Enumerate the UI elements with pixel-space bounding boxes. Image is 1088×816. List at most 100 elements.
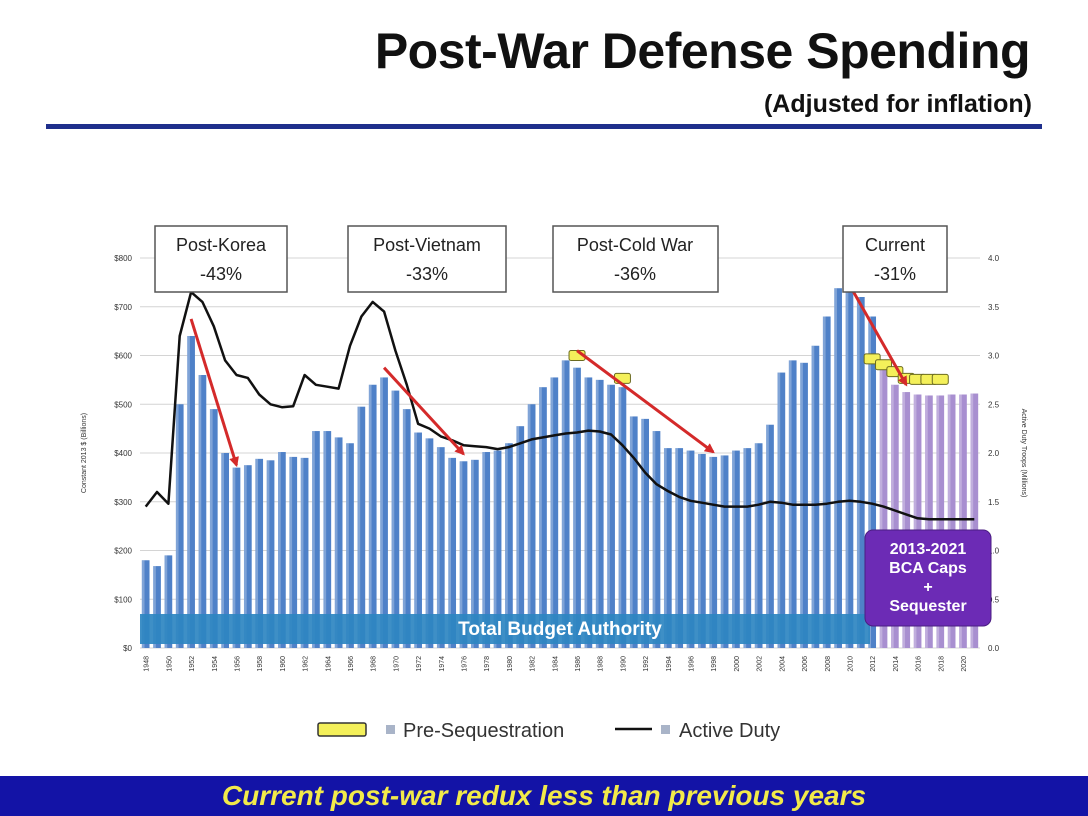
bar-highlight-1976 [459,461,463,648]
bar-1988 [595,379,604,648]
bar-1998 [709,456,718,648]
bar-highlight-1981 [516,426,520,648]
bar-1972 [414,432,422,648]
bar-2016 [913,394,922,648]
bar-highlight-1979 [493,450,497,648]
annotation-value-1: -33% [406,264,448,284]
annotation-box-2 [552,225,719,293]
bar-highlight-1995 [675,448,679,648]
bar-highlight-1962 [300,457,304,648]
bar-1957 [243,465,252,648]
right-tick-label: 3.0 [988,352,1000,361]
x-tick-label: 1954 [212,656,219,672]
bar-highlight-1951 [175,404,179,648]
bar-highlight-1982 [527,404,531,648]
bar-1955 [221,453,229,648]
legend-label-active-duty: Active Duty [679,720,780,742]
x-tick-label: 1966 [348,656,355,672]
bar-1973 [425,438,434,648]
band-label: Total Budget Authority [458,619,662,640]
bar-highlight-1997 [698,453,701,648]
bar-highlight-2004 [777,372,781,648]
x-tick-label: 2016 [916,656,923,672]
bar-1962 [300,457,309,648]
left-tick-label: $700 [114,303,132,312]
bar-highlight-1960 [278,452,281,648]
legend-label-pre-sequestration: Pre-Sequestration [403,720,564,742]
footer-text: Current post-war redux less than previou… [221,780,867,811]
left-tick-label: $100 [114,595,132,604]
bar-highlight-1965 [334,437,338,648]
x-tick-label: 1958 [257,656,264,672]
bar-highlight-1986 [573,367,576,648]
bar-1968 [368,384,377,648]
pre-sequestration-marker-2018 [931,373,949,385]
bar-highlight-2017 [925,395,928,648]
bar-1990 [618,387,627,648]
active-duty-polyline [144,290,975,521]
reduction-arrows [189,284,908,468]
axes: $0 $100 $200 $300 $400 $500 $600 $700 $800 0.0 0.5… [81,254,1027,672]
annotation-box-0 [154,225,288,293]
bar-1954 [209,409,218,648]
x-tick-label: 1968 [371,656,378,672]
left-tick-label: $500 [114,400,132,409]
bar-1979 [493,450,502,648]
bar-highlight-1991 [629,416,633,648]
bar-highlight-1963 [312,431,315,648]
right-axis-label: Active Duty Troops (Millions) [1020,409,1027,498]
bar-highlight-1987 [584,377,588,648]
x-tick-label: 1962 [303,656,310,672]
gridlines [140,257,980,649]
x-tick-label: 1996 [689,656,696,672]
bar-highlight-1966 [346,443,349,648]
x-tick-label: 1980 [507,656,514,672]
bar-2012 [868,316,877,648]
bar-highlight-2021 [970,393,974,648]
x-tick-label: 2014 [893,656,900,672]
bar-1964 [323,431,332,648]
bar-highlight-2000 [732,450,735,648]
annotation-box-1 [347,225,507,293]
legend: Pre-Sequestration Active Duty [317,720,780,742]
legend-marker-pre-sequestration [317,722,367,737]
bar-highlight-2018 [936,395,940,648]
x-tick-label: 1950 [166,656,173,672]
x-tick-label: 2008 [825,656,832,672]
x-tick-label: 1994 [666,656,673,672]
bar-2018 [936,395,945,648]
total-budget-authority-band [140,614,870,644]
bar-2002 [754,443,763,648]
bar-highlight-2020 [959,394,962,648]
left-tick-label: $300 [114,498,132,507]
bar-2020 [959,394,967,648]
right-tick-label: 2.0 [988,449,1000,458]
bca-callout: 2013-2021 BCA Caps + Sequester [864,529,992,627]
bar-highlight-1973 [425,438,429,648]
bar-highlight-1961 [289,456,293,648]
bca-callout-box [864,529,992,627]
bar-highlight-1984 [550,377,554,648]
bar-highlight-1950 [164,555,168,648]
bar-highlight-2002 [754,443,758,648]
bar-1958 [255,458,264,648]
bar-highlight-1996 [686,450,690,648]
bar-1971 [402,409,411,648]
bar-1961 [289,456,298,648]
bar-1975 [448,457,457,648]
bar-2009 [834,288,842,648]
bar-1985 [561,360,570,648]
bar-highlight-1978 [482,452,486,648]
x-tick-label: 1960 [280,656,287,672]
bar-2021 [970,393,979,648]
bar-1960 [278,452,286,648]
bar-highlight-1964 [323,431,327,648]
x-tick-label: 1988 [598,656,605,672]
reduction-arrow-2 [576,349,715,454]
bar-2004 [777,372,786,648]
x-tick-label: 1982 [530,656,537,672]
bar-highlight-1993 [652,431,656,648]
bar-highlight-1954 [209,409,213,648]
x-tick-label: 1990 [620,656,627,672]
x-tick-label: 1998 [711,656,718,672]
